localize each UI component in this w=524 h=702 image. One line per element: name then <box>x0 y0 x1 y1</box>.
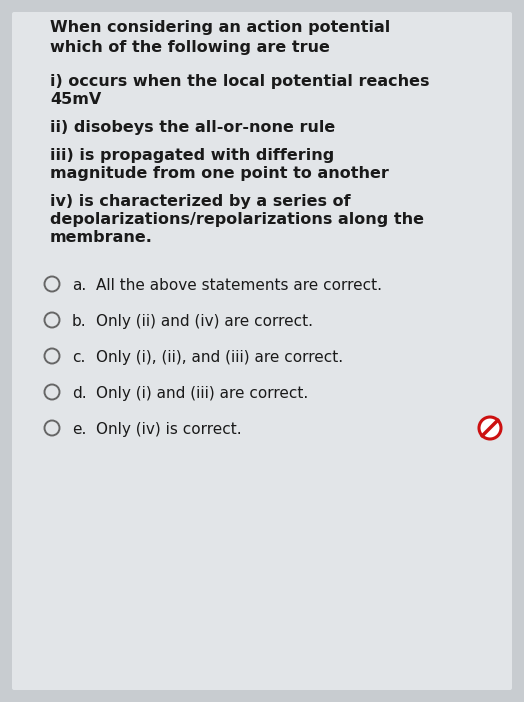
Text: ii) disobeys the all-or-none rule: ii) disobeys the all-or-none rule <box>50 120 335 135</box>
Text: All the above statements are correct.: All the above statements are correct. <box>96 278 382 293</box>
Text: iii) is propagated with differing: iii) is propagated with differing <box>50 148 334 163</box>
Circle shape <box>479 417 501 439</box>
Text: iv) is characterized by a series of: iv) is characterized by a series of <box>50 194 351 209</box>
Text: a.: a. <box>72 278 86 293</box>
FancyBboxPatch shape <box>12 12 512 690</box>
Text: membrane.: membrane. <box>50 230 153 245</box>
Text: Only (iv) is correct.: Only (iv) is correct. <box>96 422 242 437</box>
Text: magnitude from one point to another: magnitude from one point to another <box>50 166 389 181</box>
Text: Only (i) and (iii) are correct.: Only (i) and (iii) are correct. <box>96 386 308 401</box>
Text: When considering an action potential: When considering an action potential <box>50 20 390 35</box>
Text: b.: b. <box>72 314 86 329</box>
Text: 45mV: 45mV <box>50 92 101 107</box>
Text: depolarizations/repolarizations along the: depolarizations/repolarizations along th… <box>50 212 424 227</box>
Text: Only (ii) and (iv) are correct.: Only (ii) and (iv) are correct. <box>96 314 313 329</box>
Text: d.: d. <box>72 386 86 401</box>
Text: c.: c. <box>72 350 85 365</box>
Text: e.: e. <box>72 422 86 437</box>
Text: which of the following are true: which of the following are true <box>50 40 330 55</box>
Text: Only (i), (ii), and (iii) are correct.: Only (i), (ii), and (iii) are correct. <box>96 350 343 365</box>
Text: i) occurs when the local potential reaches: i) occurs when the local potential reach… <box>50 74 430 89</box>
